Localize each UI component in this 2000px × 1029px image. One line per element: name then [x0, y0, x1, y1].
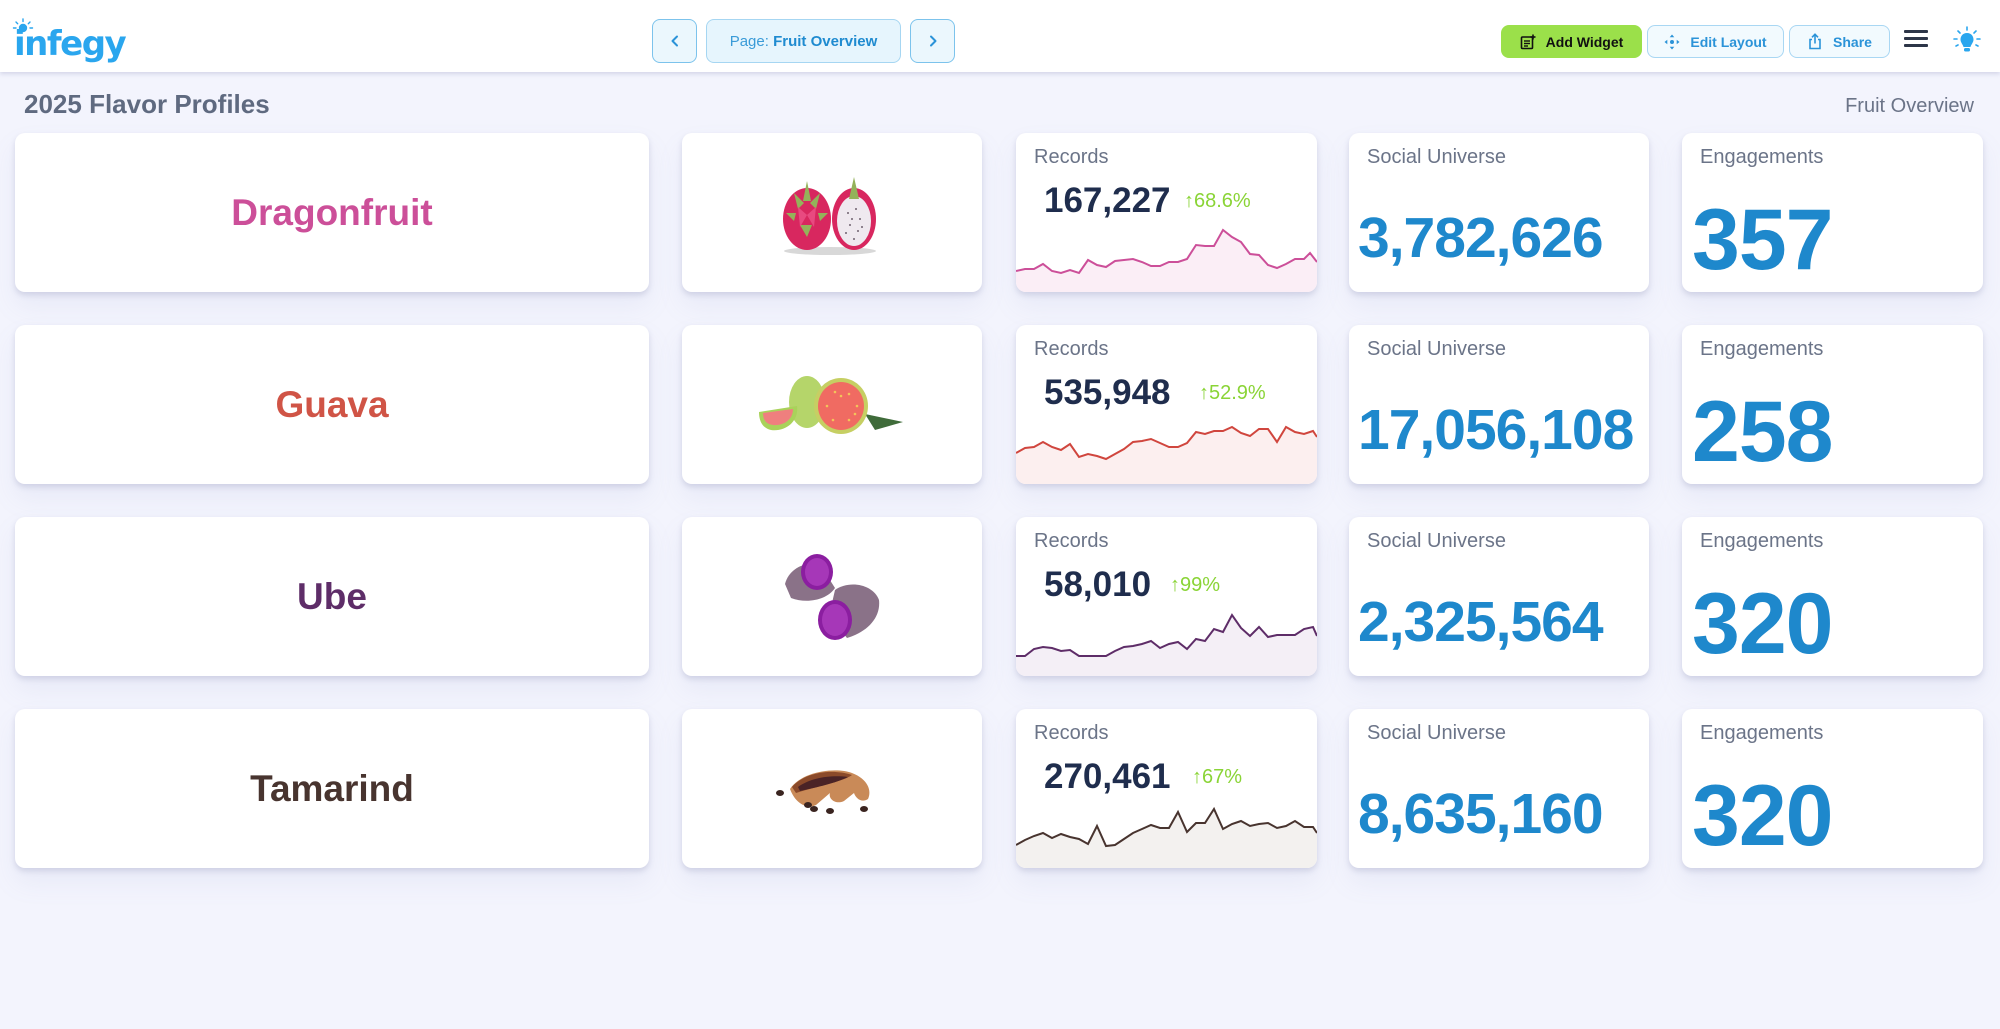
- add-widget-icon: [1520, 34, 1536, 49]
- records-label: Records: [1034, 146, 1109, 168]
- lightbulb-icon[interactable]: [1952, 26, 1982, 56]
- engagements-card[interactable]: Engagements 320: [1682, 709, 1983, 868]
- chevron-left-icon: [671, 35, 678, 47]
- engagements-label: Engagements: [1700, 722, 1824, 744]
- chevron-right-icon: [929, 35, 936, 47]
- page-name: Fruit Overview: [773, 32, 878, 50]
- edit-layout-button[interactable]: Edit Layout: [1647, 25, 1784, 58]
- records-label: Records: [1034, 722, 1109, 744]
- records-card[interactable]: Records 535,948 ↑52.9%: [1016, 325, 1317, 484]
- fruit-name: Ube: [297, 575, 367, 617]
- previous-page-button[interactable]: [652, 19, 697, 63]
- social-universe-value: 8,635,160: [1358, 782, 1604, 846]
- social-universe-value: 2,325,564: [1358, 590, 1604, 654]
- fruit-name-card[interactable]: Dragonfruit: [15, 133, 649, 292]
- fruit-name-card[interactable]: Tamarind: [15, 709, 649, 868]
- engagements-value: 320: [1692, 576, 1833, 672]
- records-sparkline: [1016, 806, 1317, 868]
- share-upload-icon: [1809, 33, 1821, 50]
- social-universe-card[interactable]: Social Universe 8,635,160: [1349, 709, 1649, 868]
- social-universe-label: Social Universe: [1367, 338, 1506, 360]
- guava-image: [759, 375, 903, 434]
- records-value: 58,010: [1044, 565, 1152, 604]
- ube-image: [785, 553, 880, 640]
- fruit-name-card[interactable]: Guava: [15, 325, 649, 484]
- social-universe-label: Social Universe: [1367, 722, 1506, 744]
- page-subtitle: Fruit Overview: [1845, 95, 1974, 117]
- logo-text: infegy: [14, 24, 127, 64]
- edit-layout-label: Edit Layout: [1690, 33, 1767, 50]
- records-change: ↑52.9%: [1199, 382, 1266, 404]
- records-card[interactable]: Records 167,227 ↑68.6%: [1016, 133, 1317, 292]
- records-change: ↑68.6%: [1184, 190, 1251, 212]
- hamburger-menu-icon[interactable]: [1904, 30, 1928, 50]
- records-value: 270,461: [1044, 757, 1171, 796]
- fruit-image-card[interactable]: [682, 133, 982, 292]
- engagements-label: Engagements: [1700, 338, 1824, 360]
- records-change: ↑67%: [1192, 766, 1243, 788]
- engagements-card[interactable]: Engagements 357: [1682, 133, 1983, 292]
- records-sparkline: [1016, 613, 1317, 676]
- engagements-card[interactable]: Engagements 258: [1682, 325, 1983, 484]
- engagements-value: 320: [1692, 768, 1833, 864]
- engagements-card[interactable]: Engagements 320: [1682, 517, 1983, 676]
- social-universe-label: Social Universe: [1367, 530, 1506, 552]
- fruit-name-card[interactable]: Ube: [15, 517, 649, 676]
- tamarind-image: [776, 769, 870, 814]
- engagements-value: 357: [1692, 192, 1833, 288]
- share-label: Share: [1833, 33, 1872, 50]
- social-universe-value: 17,056,108: [1358, 398, 1634, 462]
- share-button[interactable]: Share: [1789, 25, 1890, 58]
- records-card[interactable]: Records 270,461 ↑67%: [1016, 709, 1317, 868]
- engagements-label: Engagements: [1700, 146, 1824, 168]
- page-title: 2025 Flavor Profiles: [24, 89, 270, 119]
- move-arrows-icon: [1664, 34, 1680, 49]
- next-page-button[interactable]: [910, 19, 955, 63]
- fruit-image-card[interactable]: [682, 709, 982, 868]
- social-universe-card[interactable]: Social Universe 2,325,564: [1349, 517, 1649, 676]
- records-value: 535,948: [1044, 373, 1171, 412]
- records-card[interactable]: Records 58,010 ↑99%: [1016, 517, 1317, 676]
- page-prefix: Page:: [729, 32, 769, 50]
- add-widget-label: Add Widget: [1545, 33, 1624, 50]
- dragonfruit-image: [783, 176, 876, 255]
- records-label: Records: [1034, 530, 1109, 552]
- records-sparkline: [1016, 228, 1317, 292]
- add-widget-button[interactable]: Add Widget: [1501, 25, 1642, 58]
- fruit-image-card[interactable]: [682, 517, 982, 676]
- fruit-name: Dragonfruit: [231, 191, 433, 233]
- social-universe-card[interactable]: Social Universe 3,782,626: [1349, 133, 1649, 292]
- records-sparkline: [1016, 425, 1317, 484]
- records-change: ↑99%: [1170, 574, 1221, 596]
- infegy-logo[interactable]: infegy: [12, 14, 127, 64]
- records-value: 167,227: [1044, 181, 1171, 220]
- social-universe-value: 3,782,626: [1358, 206, 1604, 270]
- logo-lightbulb-icon: [12, 18, 34, 33]
- page-selector[interactable]: Page: Fruit Overview: [706, 19, 901, 63]
- social-universe-label: Social Universe: [1367, 146, 1506, 168]
- fruit-image-card[interactable]: [682, 325, 982, 484]
- fruit-name: Guava: [275, 383, 389, 425]
- engagements-label: Engagements: [1700, 530, 1824, 552]
- top-bar: infegy Page: Fruit Overview Add Widget: [0, 0, 2000, 72]
- records-label: Records: [1034, 338, 1109, 360]
- social-universe-card[interactable]: Social Universe 17,056,108: [1349, 325, 1649, 484]
- fruit-name: Tamarind: [250, 767, 414, 809]
- engagements-value: 258: [1692, 384, 1833, 480]
